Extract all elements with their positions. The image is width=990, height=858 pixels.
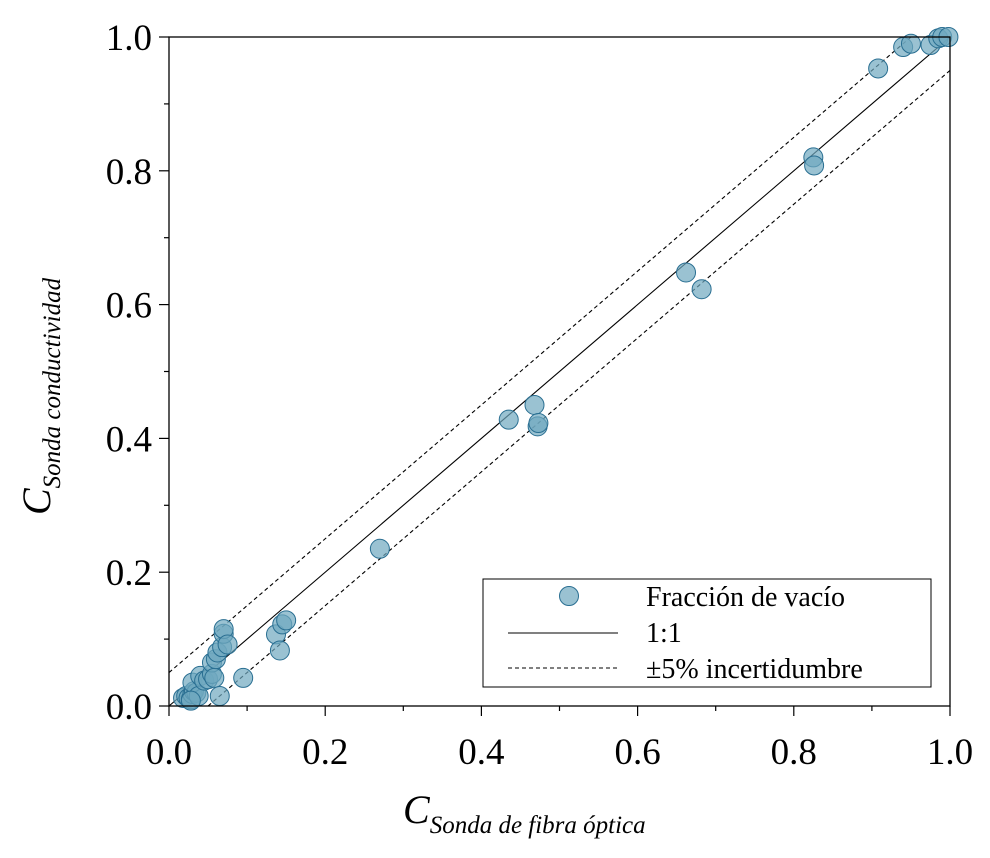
data-point	[868, 58, 889, 79]
x-tick-label: 0.4	[458, 732, 504, 773]
legend-marker-icon	[559, 586, 579, 606]
data-point	[676, 262, 697, 283]
y-axis-label-main: C	[14, 487, 59, 515]
x-tick-label: 1.0	[927, 732, 973, 773]
data-points	[173, 27, 959, 711]
x-tick-label: 0.8	[771, 732, 817, 773]
data-point	[369, 538, 390, 559]
y-axis-label: CSonda conductividad	[14, 277, 66, 515]
x-axis-label: CSonda de fibra óptica	[403, 787, 646, 839]
data-point	[900, 33, 921, 54]
uncertainty-line-1	[168, 36, 912, 673]
reference-lines	[168, 36, 951, 707]
data-point	[180, 690, 201, 711]
data-point	[269, 640, 290, 661]
y-tick-label: 0.0	[106, 687, 152, 728]
y-tick-label: 0.4	[106, 419, 152, 460]
x-tick-label: 0.6	[614, 732, 660, 773]
y-tick-label: 0.8	[106, 152, 152, 193]
data-point	[691, 279, 712, 300]
data-point	[498, 409, 519, 430]
uncertainty-line-2	[207, 70, 951, 707]
x-tick-label: 0.2	[302, 732, 348, 773]
y-tick-label: 1.0	[106, 18, 152, 59]
axes: 0.0 0.2 0.4 0.6 0.8 1.0 0.0 0.2 0.4 0.6 0.8 1.0	[106, 18, 973, 773]
data-point	[209, 685, 230, 706]
data-point	[528, 413, 549, 434]
x-tick-label: 0.0	[146, 732, 192, 773]
y-tick-label: 0.6	[106, 286, 152, 327]
data-point	[524, 394, 545, 415]
legend: Fracción de vacío 1:1 ±5% incertidumbre	[482, 578, 932, 688]
data-point	[217, 634, 238, 655]
legend-label-uncertainty: ±5% incertidumbre	[646, 654, 863, 685]
legend-label-1to1: 1:1	[646, 618, 682, 649]
y-tick-label: 0.2	[106, 553, 152, 594]
data-point	[204, 667, 225, 688]
identity-line	[168, 36, 951, 707]
x-axis-label-main: C	[403, 787, 431, 832]
data-point	[276, 610, 297, 631]
legend-label-points: Fracción de vacío	[646, 582, 845, 613]
data-point	[233, 667, 254, 688]
data-point	[804, 155, 825, 176]
y-axis-label-sub: Sonda conductividad	[39, 277, 66, 488]
x-axis-label-sub: Sonda de fibra óptica	[430, 812, 646, 839]
